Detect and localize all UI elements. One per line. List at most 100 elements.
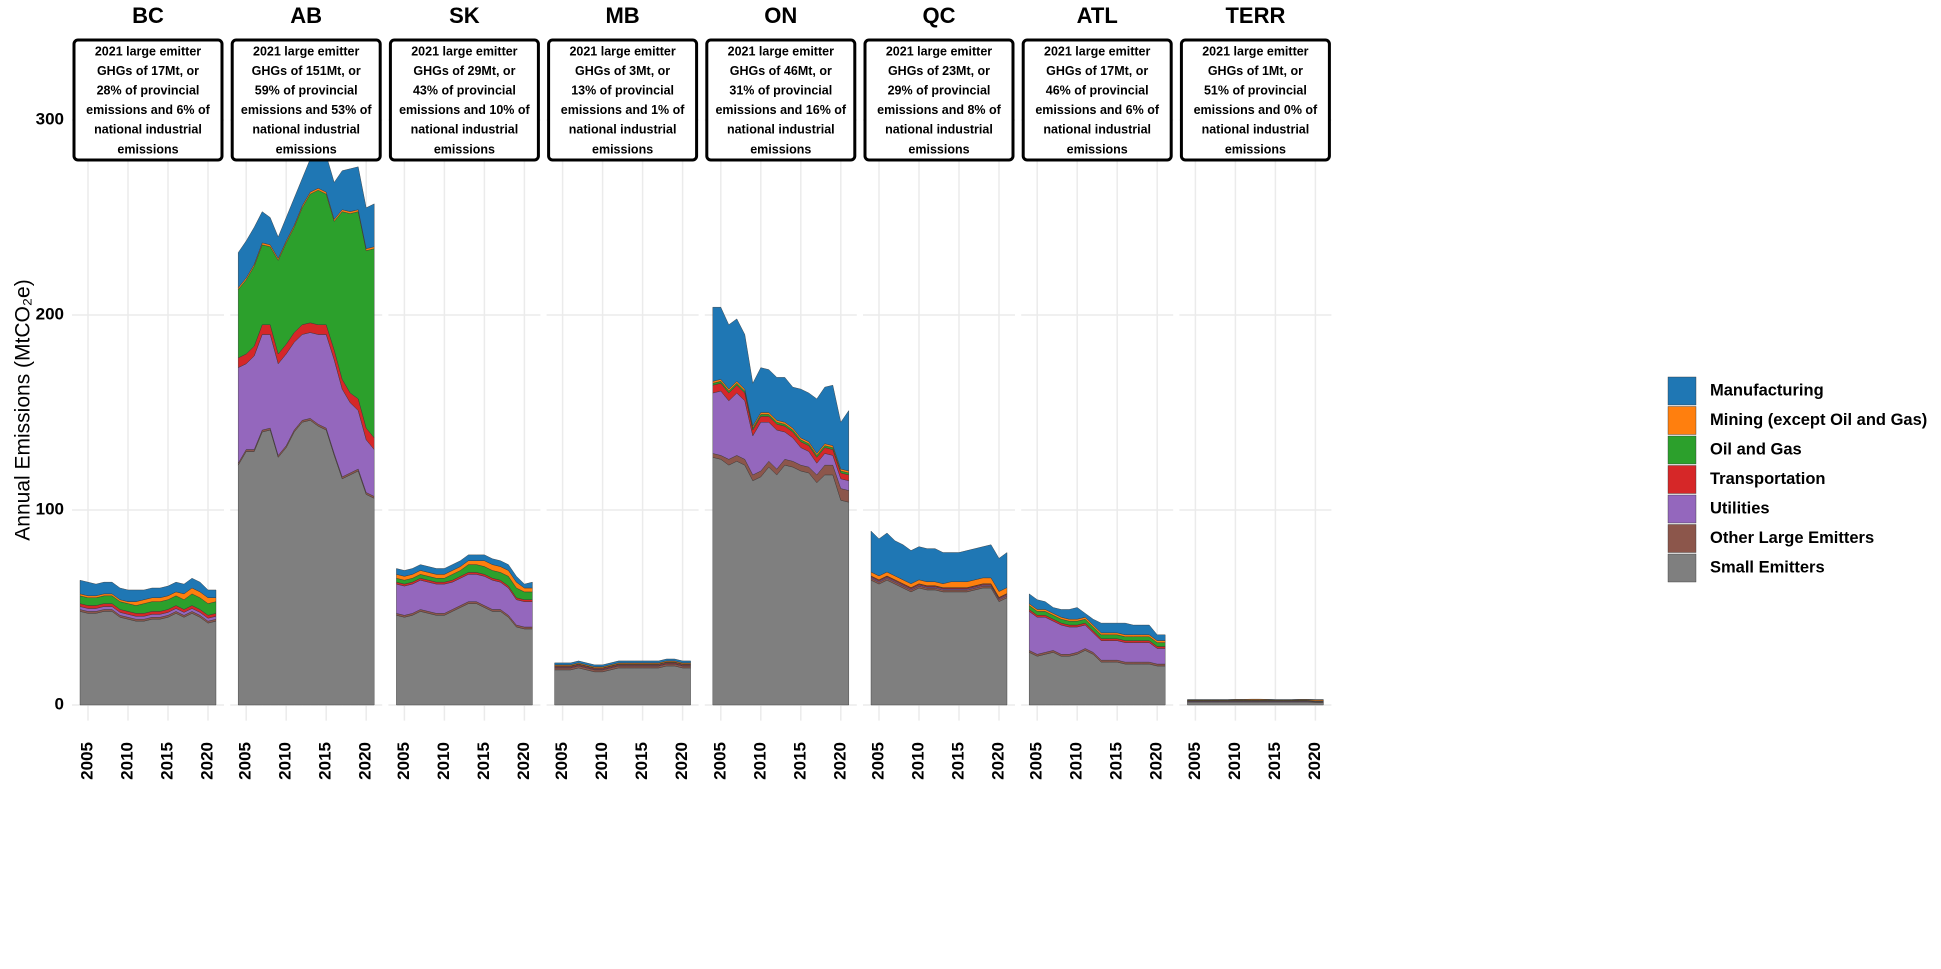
legend-swatch [1667, 376, 1697, 406]
annotation-text: emissions [1067, 142, 1128, 156]
panel-title: ATL [1077, 3, 1118, 28]
area [1187, 698, 1324, 700]
legend-swatch [1667, 406, 1697, 435]
x-tick-label: 2020 [672, 742, 691, 780]
x-tick-label: 2005 [394, 742, 413, 780]
annotation-text: 51% of provincial [1204, 83, 1307, 97]
annotation-text: emissions and 1% of [561, 103, 685, 117]
y-tick-label: 300 [36, 109, 64, 128]
annotation-text: 2021 large emitter [253, 44, 359, 58]
annotation-text: 2021 large emitter [569, 44, 675, 58]
x-tick-label: 2005 [236, 742, 255, 780]
x-tick-label: 2020 [1147, 742, 1166, 780]
annotation-text: 59% of provincial [255, 83, 358, 97]
panel-title: QC [923, 3, 956, 28]
panel-title: SK [449, 3, 480, 28]
x-tick-label: 2015 [790, 742, 809, 780]
annotation-text: 46% of provincial [1046, 83, 1149, 97]
annotation-text: emissions and 6% of [1035, 103, 1159, 117]
x-tick-label: 2015 [1265, 742, 1284, 780]
annotation-text: 28% of provincial [97, 83, 200, 97]
x-tick-label: 2015 [316, 742, 335, 780]
x-tick-label: 2005 [868, 742, 887, 780]
y-tick-label: 100 [36, 499, 64, 518]
annotation-text: emissions [908, 142, 969, 156]
x-tick-label: 2005 [77, 742, 96, 780]
annotation-text: emissions [276, 142, 337, 156]
panel-title: MB [605, 3, 639, 28]
annotation-text: GHGs of 3Mt, or [575, 64, 670, 78]
annotation-text: 2021 large emitter [1202, 44, 1308, 58]
y-axis-label: Annual Emissions (MtCO₂e) [12, 279, 35, 540]
annotation-box [1179, 38, 1331, 162]
annotation-box [1021, 38, 1173, 162]
panel-title: BC [132, 3, 164, 28]
annotation-text: GHGs of 17Mt, or [97, 64, 199, 78]
annotation-text: emissions [592, 142, 653, 156]
annotation-text: national industrial [411, 123, 519, 137]
x-tick-label: 2020 [830, 742, 849, 780]
area [79, 611, 217, 706]
x-tick-label: 2020 [197, 742, 216, 780]
annotation-text: GHGs of 151Mt, or [252, 64, 361, 78]
annotation-text: 29% of provincial [888, 83, 991, 97]
area [554, 658, 691, 667]
panel-title: AB [290, 3, 322, 28]
annotation-text: national industrial [727, 123, 835, 137]
annotation-text: emissions and 53% of [241, 103, 372, 117]
legend-label: Utilities [1710, 499, 1770, 517]
annotation-text: 43% of provincial [413, 83, 516, 97]
annotation-text: emissions [750, 142, 811, 156]
area [396, 554, 533, 589]
x-tick-label: 2005 [710, 742, 729, 780]
annotation-box [705, 38, 857, 162]
legend-label: Other Large Emitters [1710, 529, 1874, 547]
x-tick-label: 2005 [1027, 742, 1046, 780]
area [1187, 701, 1324, 706]
annotation-text: 13% of provincial [571, 83, 674, 97]
annotation-box [547, 38, 699, 162]
annotation-text: 2021 large emitter [95, 44, 201, 58]
area [237, 154, 375, 289]
annotation-text: emissions [117, 142, 178, 156]
annotation-text: national industrial [94, 123, 202, 137]
annotation-text: national industrial [1202, 123, 1310, 137]
x-tick-label: 2010 [908, 742, 927, 780]
x-tick-label: 2010 [276, 742, 295, 780]
x-tick-label: 2015 [157, 742, 176, 780]
annotation-box [72, 38, 224, 162]
annotation-text: GHGs of 23Mt, or [888, 64, 990, 78]
annotation-text: national industrial [569, 123, 677, 137]
annotation-text: 2021 large emitter [728, 44, 834, 58]
annotation-text: national industrial [252, 123, 360, 137]
x-tick-label: 2010 [592, 742, 611, 780]
legend-label: Oil and Gas [1710, 440, 1802, 458]
area [870, 530, 1008, 592]
annotation-text: 2021 large emitter [411, 44, 517, 58]
annotation-text: 31% of provincial [729, 83, 832, 97]
x-tick-label: 2010 [750, 742, 769, 780]
area [712, 457, 849, 706]
legend-label: Small Emitters [1710, 558, 1825, 576]
annotation-box [230, 38, 382, 162]
y-tick-label: 200 [36, 304, 64, 323]
area [712, 307, 849, 472]
annotation-text: 2021 large emitter [1044, 44, 1150, 58]
annotation-text: emissions [434, 142, 495, 156]
legend-swatch [1667, 494, 1697, 524]
x-tick-label: 2015 [1107, 742, 1126, 780]
x-tick-label: 2010 [117, 742, 136, 780]
annotation-text: national industrial [1043, 123, 1151, 137]
x-tick-label: 2015 [632, 742, 651, 780]
annotation-text: emissions and 0% of [1194, 103, 1318, 117]
x-tick-label: 2010 [1067, 742, 1086, 780]
annotation-text: emissions and 8% of [877, 103, 1001, 117]
annotation-text: GHGs of 29Mt, or [413, 64, 515, 78]
legend-swatch [1667, 524, 1697, 553]
panel-title: TERR [1225, 3, 1285, 28]
area [870, 579, 1008, 706]
x-tick-label: 2005 [552, 742, 571, 780]
legend-label: Manufacturing [1710, 381, 1824, 399]
legend-swatch [1667, 553, 1697, 583]
